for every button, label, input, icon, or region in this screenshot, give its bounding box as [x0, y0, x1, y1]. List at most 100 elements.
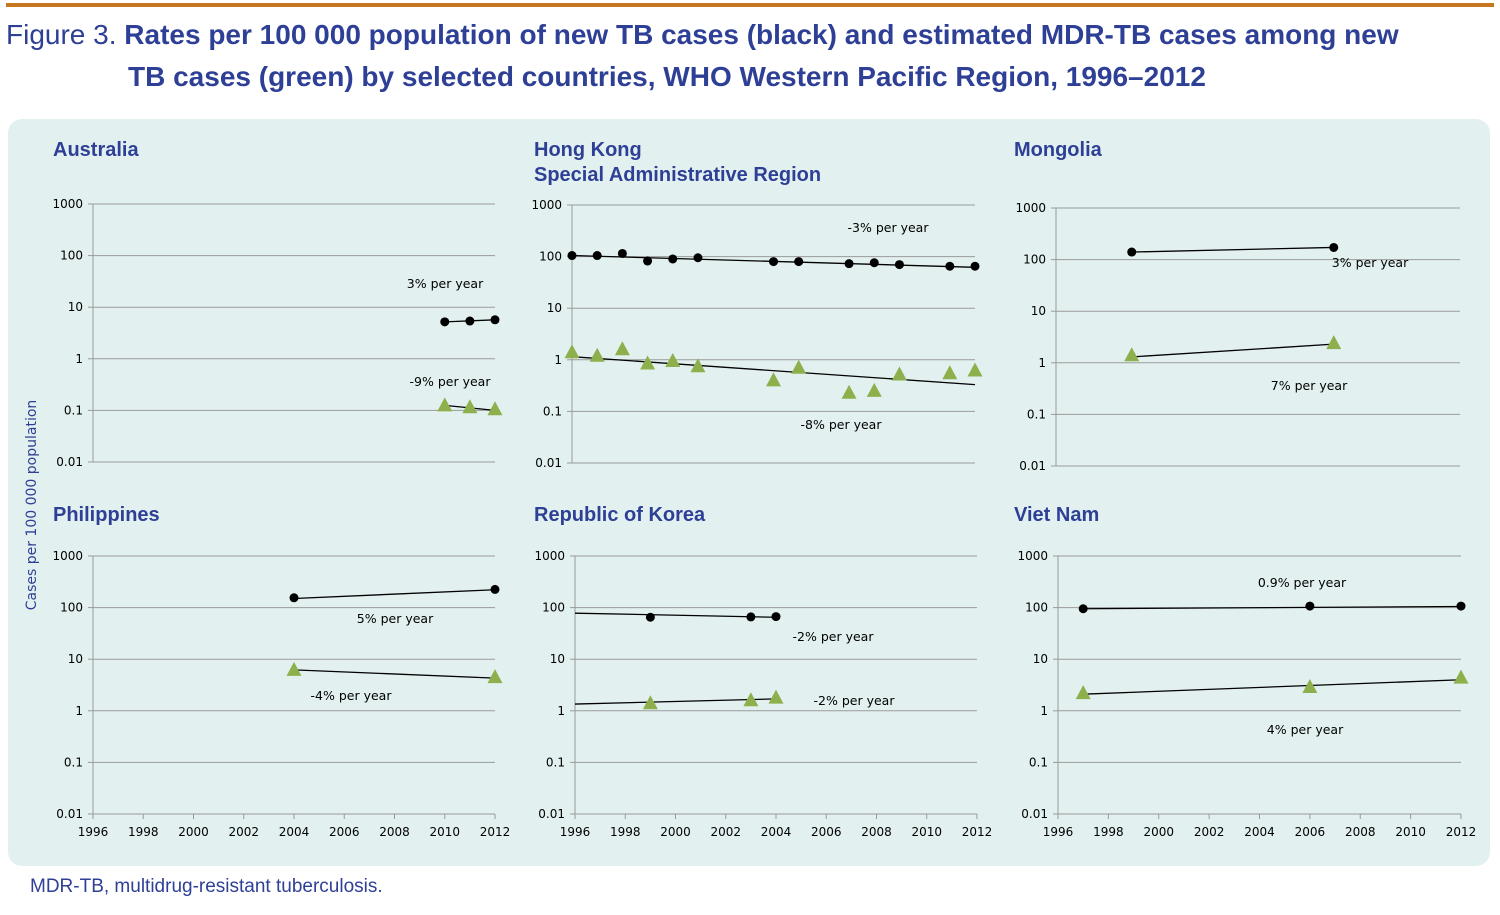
philippines-mdr-point: [286, 661, 302, 676]
mongolia-ytick-label: 10: [1031, 304, 1046, 318]
korea-ytick-label: 100: [542, 601, 565, 615]
hongkong-newtb-point: [693, 253, 703, 263]
philippines-xtick-label: 2010: [429, 825, 460, 839]
australia-newtb-point: [440, 317, 450, 327]
figure-label: Figure 3.: [6, 19, 117, 50]
figure-title-line2: TB cases (green) by selected countries, …: [128, 61, 1206, 92]
mongolia-mdr-point: [1124, 347, 1140, 362]
australia-mdr-point: [487, 401, 503, 416]
hongkong-mdr-trendline: [571, 356, 976, 386]
hongkong-ytick-label: 0.1: [543, 404, 562, 418]
korea-xtick-label: 1998: [610, 825, 641, 839]
hongkong-mdr-point: [942, 365, 958, 380]
chart-title-philippines: Philippines: [53, 503, 160, 528]
australia-ytick-label: 0.01: [56, 455, 83, 469]
mongolia-newtb-point: [1127, 247, 1137, 257]
hongkong-mdr-point: [866, 382, 882, 397]
australia-ytick-label: 10: [68, 300, 83, 314]
top-rule: [6, 3, 1494, 7]
vietnam-mdr-trendline: [1083, 679, 1462, 695]
australia-mdr-point: [462, 399, 478, 414]
mongolia-newtb-trend-label: 3% per year: [1332, 255, 1409, 270]
vietnam-newtb-trendline: [1083, 605, 1462, 610]
korea-xtick-label: 1996: [560, 825, 591, 839]
figure-title-line1: Rates per 100 000 population of new TB c…: [124, 19, 1399, 50]
chart-title-hongkong: Hong Kong Special Administrative Region: [534, 138, 821, 188]
vietnam-newtb-point: [1305, 601, 1315, 611]
korea-newtb-trendline: [574, 612, 777, 618]
korea-newtb-point: [771, 612, 781, 622]
vietnam-ytick-label: 100: [1025, 601, 1048, 615]
korea-xtick-label: 2002: [710, 825, 741, 839]
hongkong-mdr-point: [791, 359, 807, 374]
korea-ytick-label: 10: [550, 652, 565, 666]
vietnam-xtick-label: 2000: [1143, 825, 1174, 839]
hongkong-newtb-point: [844, 259, 854, 269]
hongkong-ytick-label: 1000: [531, 198, 562, 212]
chart-title-mongolia: Mongolia: [1014, 138, 1102, 163]
hongkong-ytick-label: 100: [539, 250, 562, 264]
hongkong-newtb-point: [668, 254, 678, 264]
philippines-ytick-label: 10: [68, 652, 83, 666]
mongolia-newtb-trendline: [1131, 246, 1334, 253]
mongolia-ytick-label: 0.1: [1027, 407, 1046, 421]
hongkong-newtb-point: [769, 257, 778, 267]
hongkong-newtb-point: [869, 258, 879, 268]
hongkong-mdr-point: [589, 347, 605, 362]
vietnam-ytick-label: 10: [1033, 652, 1048, 666]
australia-ytick-label: 0.1: [64, 403, 83, 417]
hongkong-mdr-point: [841, 384, 857, 399]
chart-title-australia: Australia: [53, 138, 139, 163]
mongolia-mdr-point: [1326, 335, 1342, 350]
philippines-mdr-trend-label: -4% per year: [311, 688, 393, 703]
vietnam-xtick-label: 1996: [1043, 825, 1074, 839]
philippines-ytick-label: 0.1: [64, 755, 83, 769]
philippines-mdr-trendline: [293, 669, 496, 679]
vietnam-newtb-point: [1078, 604, 1088, 614]
australia-newtb-point: [465, 316, 475, 326]
chart-title-hongkong-line2: Special Administrative Region: [534, 164, 822, 186]
vietnam-xtick-label: 2004: [1244, 825, 1275, 839]
philippines-newtb-trend-label: 5% per year: [357, 611, 434, 626]
vietnam-ytick-label: 1: [1040, 704, 1048, 718]
australia-newtb-trend-label: 3% per year: [407, 276, 484, 291]
australia-newtb-point: [490, 315, 500, 325]
mongolia-ytick-label: 100: [1023, 253, 1046, 267]
mongolia-mdr-trend-label: 7% per year: [1271, 378, 1348, 393]
korea-mdr-point: [642, 695, 658, 710]
korea-ytick-label: 1000: [534, 549, 565, 563]
vietnam-mdr-trend-label: 4% per year: [1267, 722, 1344, 737]
korea-xtick-label: 2008: [861, 825, 892, 839]
korea-xtick-label: 2006: [811, 825, 842, 839]
philippines-xtick-label: 2012: [480, 825, 511, 839]
hongkong-newtb-point: [567, 251, 577, 261]
chart-title-vietnam-line1: Viet Nam: [1014, 504, 1100, 526]
philippines-xtick-label: 2002: [228, 825, 259, 839]
vietnam-mdr-point: [1075, 685, 1091, 700]
chart-title-mongolia-line1: Mongolia: [1014, 139, 1102, 161]
vietnam-xtick-label: 2010: [1395, 825, 1426, 839]
hongkong-ytick-label: 1: [554, 353, 562, 367]
philippines-ytick-label: 1000: [52, 549, 83, 563]
vietnam-xtick-label: 1998: [1093, 825, 1124, 839]
korea-xtick-label: 2004: [761, 825, 792, 839]
mongolia-newtb-point: [1329, 242, 1339, 252]
korea-xtick-label: 2010: [911, 825, 942, 839]
philippines-xtick-label: 1998: [128, 825, 159, 839]
philippines-ytick-label: 0.01: [56, 807, 83, 821]
korea-xtick-label: 2012: [962, 825, 993, 839]
mongolia-mdr-trendline: [1131, 343, 1334, 358]
philippines-newtb-point: [490, 584, 500, 594]
vietnam-xtick-label: 2006: [1295, 825, 1326, 839]
australia-ytick-label: 100: [60, 249, 83, 263]
mongolia-ytick-label: 0.01: [1019, 459, 1046, 473]
vietnam-ytick-label: 0.01: [1021, 807, 1048, 821]
hongkong-newtb-point: [617, 248, 627, 258]
philippines-mdr-point: [487, 669, 503, 684]
philippines-xtick-label: 2006: [329, 825, 360, 839]
hongkong-ytick-label: 10: [547, 301, 562, 315]
chart-title-philippines-line1: Philippines: [53, 504, 160, 526]
vietnam-mdr-point: [1302, 678, 1318, 693]
hongkong-newtb-point: [794, 257, 804, 267]
korea-mdr-point: [743, 692, 759, 707]
